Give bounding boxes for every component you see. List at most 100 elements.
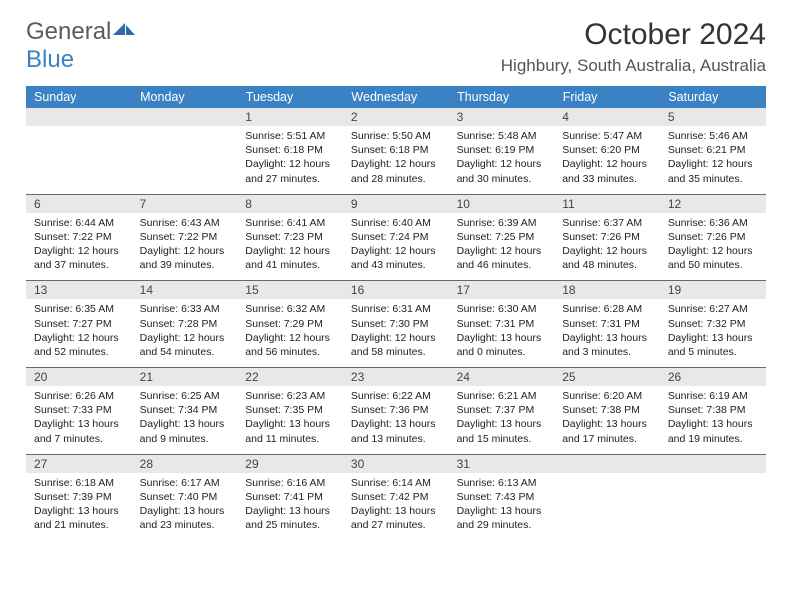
daylight-line: Daylight: 13 hours and 5 minutes. [668, 332, 753, 358]
daylight-line: Daylight: 12 hours and 27 minutes. [245, 158, 330, 184]
day-number: 18 [554, 281, 660, 299]
day-number: 22 [237, 368, 343, 386]
calendar-table: Sunday Monday Tuesday Wednesday Thursday… [26, 86, 766, 540]
sunrise-line: Sunrise: 5:47 AM [562, 130, 642, 142]
sunrise-line: Sunrise: 6:13 AM [457, 477, 537, 489]
daylight-line: Daylight: 12 hours and 28 minutes. [351, 158, 436, 184]
day-number: 31 [449, 455, 555, 473]
calendar-cell: 14Sunrise: 6:33 AMSunset: 7:28 PMDayligh… [132, 281, 238, 368]
calendar-cell: 6Sunrise: 6:44 AMSunset: 7:22 PMDaylight… [26, 194, 132, 281]
sunrise-line: Sunrise: 6:30 AM [457, 303, 537, 315]
sunrise-line: Sunrise: 5:46 AM [668, 130, 748, 142]
sunset-line: Sunset: 6:19 PM [457, 144, 535, 156]
logo-text-blue: Blue [26, 46, 74, 73]
calendar-cell [554, 454, 660, 540]
sunrise-line: Sunrise: 6:31 AM [351, 303, 431, 315]
sunset-line: Sunset: 6:18 PM [245, 144, 323, 156]
sunset-line: Sunset: 7:22 PM [140, 231, 218, 243]
day-number: 15 [237, 281, 343, 299]
sunrise-line: Sunrise: 6:44 AM [34, 217, 114, 229]
daylight-line: Daylight: 13 hours and 0 minutes. [457, 332, 542, 358]
calendar-cell: 8Sunrise: 6:41 AMSunset: 7:23 PMDaylight… [237, 194, 343, 281]
daylight-line: Daylight: 12 hours and 37 minutes. [34, 245, 119, 271]
day-number: 5 [660, 108, 766, 126]
day-content: Sunrise: 6:37 AMSunset: 7:26 PMDaylight:… [554, 213, 660, 281]
day-content: Sunrise: 6:26 AMSunset: 7:33 PMDaylight:… [26, 386, 132, 454]
daylight-line: Daylight: 12 hours and 46 minutes. [457, 245, 542, 271]
calendar-cell: 15Sunrise: 6:32 AMSunset: 7:29 PMDayligh… [237, 281, 343, 368]
calendar-row: 6Sunrise: 6:44 AMSunset: 7:22 PMDaylight… [26, 194, 766, 281]
calendar-page: General Blue October 2024 Highbury, Sout… [0, 0, 792, 558]
day-content: Sunrise: 6:27 AM Sunset: 7:32 PM Daylight:… [660, 299, 766, 367]
day-number: 16 [343, 281, 449, 299]
calendar-cell [26, 108, 132, 194]
day-number [132, 108, 238, 126]
calendar-cell: 21Sunrise: 6:25 AMSunset: 7:34 PMDayligh… [132, 368, 238, 455]
day-number: 8 [237, 195, 343, 213]
sunrise-line: Sunrise: 6:21 AM [457, 390, 537, 402]
day-number: 28 [132, 455, 238, 473]
day-content: Sunrise: 6:17 AMSunset: 7:40 PMDaylight:… [132, 473, 238, 541]
day-number [660, 455, 766, 473]
day-number: 12 [660, 195, 766, 213]
sunset-line: Sunset: 7:41 PM [245, 491, 323, 503]
header: General Blue October 2024 Highbury, Sout… [26, 18, 766, 76]
day-content: Sunrise: 6:40 AMSunset: 7:24 PMDaylight:… [343, 213, 449, 281]
calendar-cell: 17Sunrise: 6:30 AMSunset: 7:31 PMDayligh… [449, 281, 555, 368]
calendar-cell: 20Sunrise: 6:26 AMSunset: 7:33 PMDayligh… [26, 368, 132, 455]
sunset-line: Sunset: 7:36 PM [351, 404, 429, 416]
day-content: Sunrise: 6:14 AMSunset: 7:42 PMDaylight:… [343, 473, 449, 541]
calendar-row: 1 Sunrise: 5:51 AM Sunset: 6:18 PM Daylight… [26, 108, 766, 194]
day-number: 14 [132, 281, 238, 299]
day-content: Sunrise: 6:36 AMSunset: 7:26 PMDaylight:… [660, 213, 766, 281]
sunset-line: Sunset: 7:38 PM [562, 404, 640, 416]
sunrise-line: Sunrise: 6:27 AM [668, 303, 748, 315]
sunset-line: Sunset: 7:32 PM [668, 318, 746, 330]
daylight-line: Daylight: 13 hours and 11 minutes. [245, 418, 330, 444]
sunrise-line: Sunrise: 6:16 AM [245, 477, 325, 489]
sunrise-line: Sunrise: 6:20 AM [562, 390, 642, 402]
sail-icon [111, 21, 137, 44]
daylight-line: Daylight: 13 hours and 19 minutes. [668, 418, 753, 444]
sunset-line: Sunset: 6:21 PM [668, 144, 746, 156]
day-number: 1 [237, 108, 343, 126]
day-content: Sunrise: 5:50 AMSunset: 6:18 PMDaylight:… [343, 126, 449, 194]
day-content: Sunrise: 6:31 AMSunset: 7:30 PMDaylight:… [343, 299, 449, 367]
sunrise-line: Sunrise: 6:28 AM [562, 303, 642, 315]
sunrise-line: Sunrise: 6:41 AM [245, 217, 325, 229]
sunset-line: Sunset: 7:26 PM [562, 231, 640, 243]
sunset-line: Sunset: 7:35 PM [245, 404, 323, 416]
calendar-cell: 28Sunrise: 6:17 AMSunset: 7:40 PMDayligh… [132, 454, 238, 540]
day-number: 17 [449, 281, 555, 299]
calendar-cell: 27Sunrise: 6:18 AMSunset: 7:39 PMDayligh… [26, 454, 132, 540]
sunrise-line: Sunrise: 6:40 AM [351, 217, 431, 229]
daylight-line: Daylight: 12 hours and 48 minutes. [562, 245, 647, 271]
calendar-cell: 19Sunrise: 6:27 AMSunset: 7:32 PMDayligh… [660, 281, 766, 368]
sunset-line: Sunset: 7:22 PM [34, 231, 112, 243]
calendar-cell: 26Sunrise: 6:19 AMSunset: 7:38 PMDayligh… [660, 368, 766, 455]
day-content: Sunrise: 6:33 AMSunset: 7:28 PMDaylight:… [132, 299, 238, 367]
sunrise-line: Sunrise: 6:22 AM [351, 390, 431, 402]
sunrise-line: Sunrise: 6:19 AM [668, 390, 748, 402]
sunset-line: Sunset: 7:34 PM [140, 404, 218, 416]
title-block: October 2024 Highbury, South Australia, … [501, 18, 766, 76]
day-number: 23 [343, 368, 449, 386]
sunrise-line: Sunrise: 5:51 AM [245, 130, 325, 142]
sunset-line: Sunset: 7:40 PM [140, 491, 218, 503]
sunrise-line: Sunrise: 6:32 AM [245, 303, 325, 315]
day-content: Sunrise: 5:51 AM Sunset: 6:18 PM Daylight:… [237, 126, 343, 194]
daylight-line: Daylight: 12 hours and 41 minutes. [245, 245, 330, 271]
day-content [554, 473, 660, 537]
sunrise-line: Sunrise: 5:50 AM [351, 130, 431, 142]
day-number: 9 [343, 195, 449, 213]
sunset-line: Sunset: 7:42 PM [351, 491, 429, 503]
calendar-cell: 30Sunrise: 6:14 AMSunset: 7:42 PMDayligh… [343, 454, 449, 540]
calendar-cell: 11Sunrise: 6:37 AMSunset: 7:26 PMDayligh… [554, 194, 660, 281]
day-content: Sunrise: 6:35 AMSunset: 7:27 PMDaylight:… [26, 299, 132, 367]
daylight-line: Daylight: 12 hours and 39 minutes. [140, 245, 225, 271]
day-content: Sunrise: 6:19 AMSunset: 7:38 PMDaylight:… [660, 386, 766, 454]
sunrise-line: Sunrise: 6:26 AM [34, 390, 114, 402]
daylight-line: Daylight: 13 hours and 9 minutes. [140, 418, 225, 444]
day-content: Sunrise: 6:43 AMSunset: 7:22 PMDaylight:… [132, 213, 238, 281]
day-number: 7 [132, 195, 238, 213]
